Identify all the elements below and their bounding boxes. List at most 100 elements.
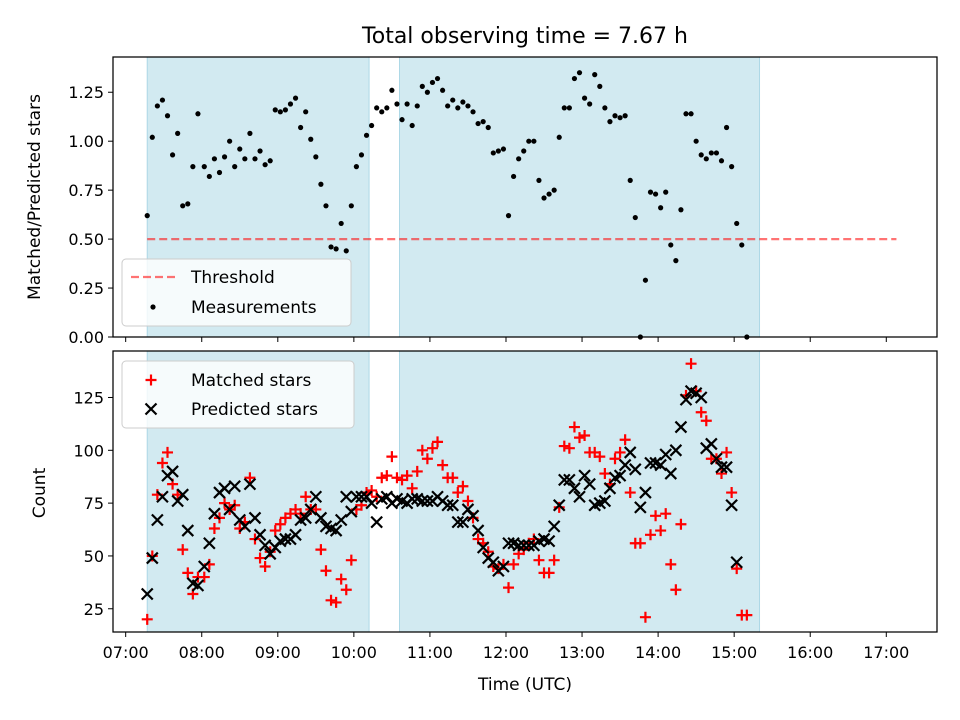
matched-star-point	[340, 584, 352, 596]
bottom-y-tick-label: 75	[84, 494, 104, 513]
predicted-star-point	[654, 458, 667, 472]
measurement-point	[683, 111, 689, 117]
predicted-star-point	[730, 556, 743, 569]
x-tick-label: 15:00	[711, 643, 757, 662]
matched-star-point	[269, 525, 281, 537]
top-y-tick-label: 0.50	[68, 230, 104, 249]
matched-star-point	[462, 495, 474, 507]
matched-star-point	[406, 482, 418, 494]
measurement-point	[201, 164, 207, 170]
predicted-star-point	[502, 536, 515, 550]
predicted-star-point	[487, 556, 500, 569]
matched-star-point	[300, 491, 312, 503]
matched-star-point	[320, 565, 332, 577]
matched-star-point	[533, 554, 545, 566]
measurement-point	[642, 277, 649, 283]
matched-star-point	[574, 432, 586, 444]
measurement-point	[480, 119, 486, 125]
matched-star-point	[452, 487, 464, 499]
measurement-point	[510, 173, 517, 180]
matched-star-point	[416, 444, 428, 456]
measurement-point	[597, 83, 603, 89]
predicted-star-point	[451, 515, 465, 529]
matched-star-point	[447, 472, 459, 484]
top-y-tick-label: 1.25	[68, 83, 104, 102]
measurement-point	[475, 120, 481, 127]
top-legend-box	[121, 258, 352, 327]
measurement-point	[663, 189, 669, 195]
predicted-star-point	[345, 505, 358, 518]
predicted-star-point	[568, 482, 581, 495]
measurement-point	[303, 109, 309, 115]
measurement-point	[632, 214, 638, 221]
predicted-star-point	[563, 473, 576, 487]
measurement-point	[353, 164, 359, 170]
matched-star-point	[594, 451, 606, 463]
matched-star-point	[411, 465, 423, 477]
measurement-point	[592, 72, 598, 78]
bottom-plot-frame	[112, 350, 938, 633]
matched-star-point	[254, 552, 266, 564]
legend-matched-swatch	[145, 374, 157, 386]
matched-star-point	[721, 446, 733, 458]
matched-star-point	[208, 522, 220, 534]
predicted-star-point	[497, 560, 510, 573]
matched-star-point	[665, 558, 677, 570]
predicted-star-point	[203, 536, 216, 550]
measurement-point	[232, 164, 238, 170]
measurement-point	[374, 105, 380, 111]
predicted-star-point	[329, 524, 343, 537]
measurement-point	[328, 244, 334, 250]
matched-star-point	[335, 573, 347, 585]
matched-star-point	[345, 554, 357, 566]
x-tick-label: 13:00	[559, 643, 605, 662]
measurement-point	[190, 164, 196, 170]
measurement-point	[185, 201, 191, 207]
measurement-point	[521, 148, 527, 154]
bottom-axes: 25 50 75 100 125 07:00 08:00 09:00 10:00 11:00 12:…	[73, 388, 909, 662]
top-plot-frame	[112, 56, 938, 338]
legend-predicted-swatch	[144, 402, 158, 416]
x-tick-label: 17:00	[863, 643, 909, 662]
predicted-star-point	[512, 539, 525, 552]
measurement-point	[267, 158, 273, 164]
matched-star-point	[731, 563, 743, 575]
predicted-star-point	[446, 498, 460, 512]
measurement-point	[159, 97, 166, 103]
matched-star-point	[391, 472, 403, 484]
measurement-point	[424, 89, 430, 95]
measurement-point	[399, 117, 405, 123]
measurement-point	[221, 154, 228, 160]
bottom-y-tick-label: 125	[73, 388, 104, 407]
matched-star-point	[219, 497, 231, 509]
top-y-axis-label: Matched/Predicted stars	[25, 94, 45, 300]
measurement-point	[169, 152, 176, 158]
measurement-point	[627, 177, 633, 183]
top-y-tick-label: 0.75	[68, 181, 104, 200]
predicted-star-point	[304, 503, 318, 516]
measurement-point	[495, 148, 501, 154]
top-y-tick-label: 1.00	[68, 132, 104, 151]
matched-star-point	[315, 544, 327, 556]
measurement-point	[571, 75, 578, 82]
predicted-star-point	[339, 490, 353, 504]
matched-star-point	[563, 442, 575, 454]
predicted-star-point	[289, 528, 302, 542]
predicted-star-point	[355, 490, 368, 504]
measurement-point	[348, 203, 354, 209]
top-y-tick-label: 0.00	[68, 328, 104, 347]
matched-star-point	[432, 436, 444, 448]
measurement-point	[561, 105, 567, 111]
measurement-point	[298, 124, 304, 131]
predicted-star-point	[720, 460, 733, 474]
top-legend: Threshold Measurements	[121, 258, 352, 327]
measurement-point	[358, 152, 365, 158]
predicted-star-point	[558, 473, 571, 487]
measurement-point	[440, 87, 446, 93]
matched-star-point	[624, 487, 636, 499]
measurement-point	[154, 103, 160, 109]
measurement-point	[516, 156, 522, 162]
predicted-star-point	[365, 496, 378, 510]
predicted-star-point	[218, 482, 231, 495]
predicted-star-point	[715, 460, 728, 474]
